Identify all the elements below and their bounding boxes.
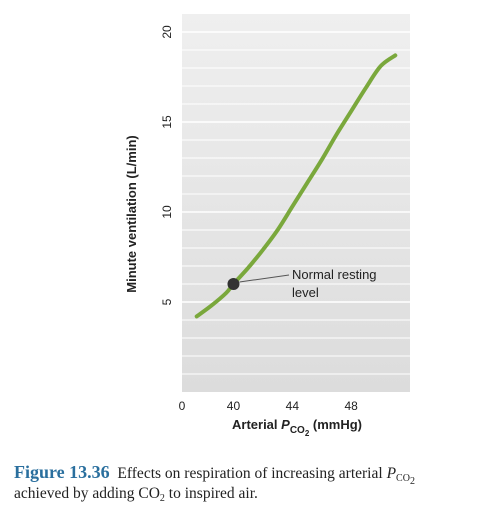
x-tick-label: 44 — [286, 399, 300, 413]
caption-sub3: 2 — [159, 493, 165, 504]
caption-text-2: achieved by adding CO — [14, 485, 160, 502]
x-tick-label: 48 — [344, 399, 358, 413]
annotation-line-2: level — [292, 285, 319, 300]
y-tick-labels: 5 10 15 20 — [160, 25, 174, 305]
figure-caption: Figure 13.36 Effects on respiration of i… — [14, 462, 489, 504]
y-tick-label: 10 — [160, 205, 174, 219]
caption-sub: CO — [396, 473, 410, 484]
y-axis-label: Minute ventilation (L/min) — [124, 135, 139, 292]
chart: 5 10 15 20 0 40 44 48 Normal resting level Min… — [124, 14, 410, 438]
y-tick-label: 15 — [160, 115, 174, 129]
normal-resting-point — [227, 278, 240, 290]
x-axis-label-prefix: Arterial — [232, 417, 281, 432]
caption-var: P — [386, 465, 397, 482]
x-axis-label-sub2: 2 — [305, 429, 310, 438]
annotation-line-1: Normal resting — [292, 267, 377, 282]
x-axis-label-var: P — [281, 417, 290, 432]
figure-label: Figure 13.36 — [14, 462, 110, 482]
caption-text-1: Effects on respiration of increasing art… — [117, 465, 387, 482]
caption-text-3: to inspired air. — [164, 485, 258, 502]
x-axis-label: Arterial PCO2 (mmHg) — [232, 417, 362, 438]
y-tick-label: 20 — [160, 25, 174, 39]
caption-sub2: 2 — [409, 476, 415, 487]
annotation-leader-line — [239, 274, 290, 283]
x-axis-label-unit: (mmHg) — [309, 417, 362, 432]
x-axis-label-sub: CO — [290, 425, 305, 436]
y-tick-label: 5 — [160, 298, 174, 305]
series-line — [194, 53, 398, 319]
grid-lines — [182, 31, 410, 375]
x-tick-label: 40 — [227, 399, 241, 413]
x-tick-labels: 0 40 44 48 — [179, 399, 358, 413]
x-tick-label: 0 — [179, 399, 186, 413]
